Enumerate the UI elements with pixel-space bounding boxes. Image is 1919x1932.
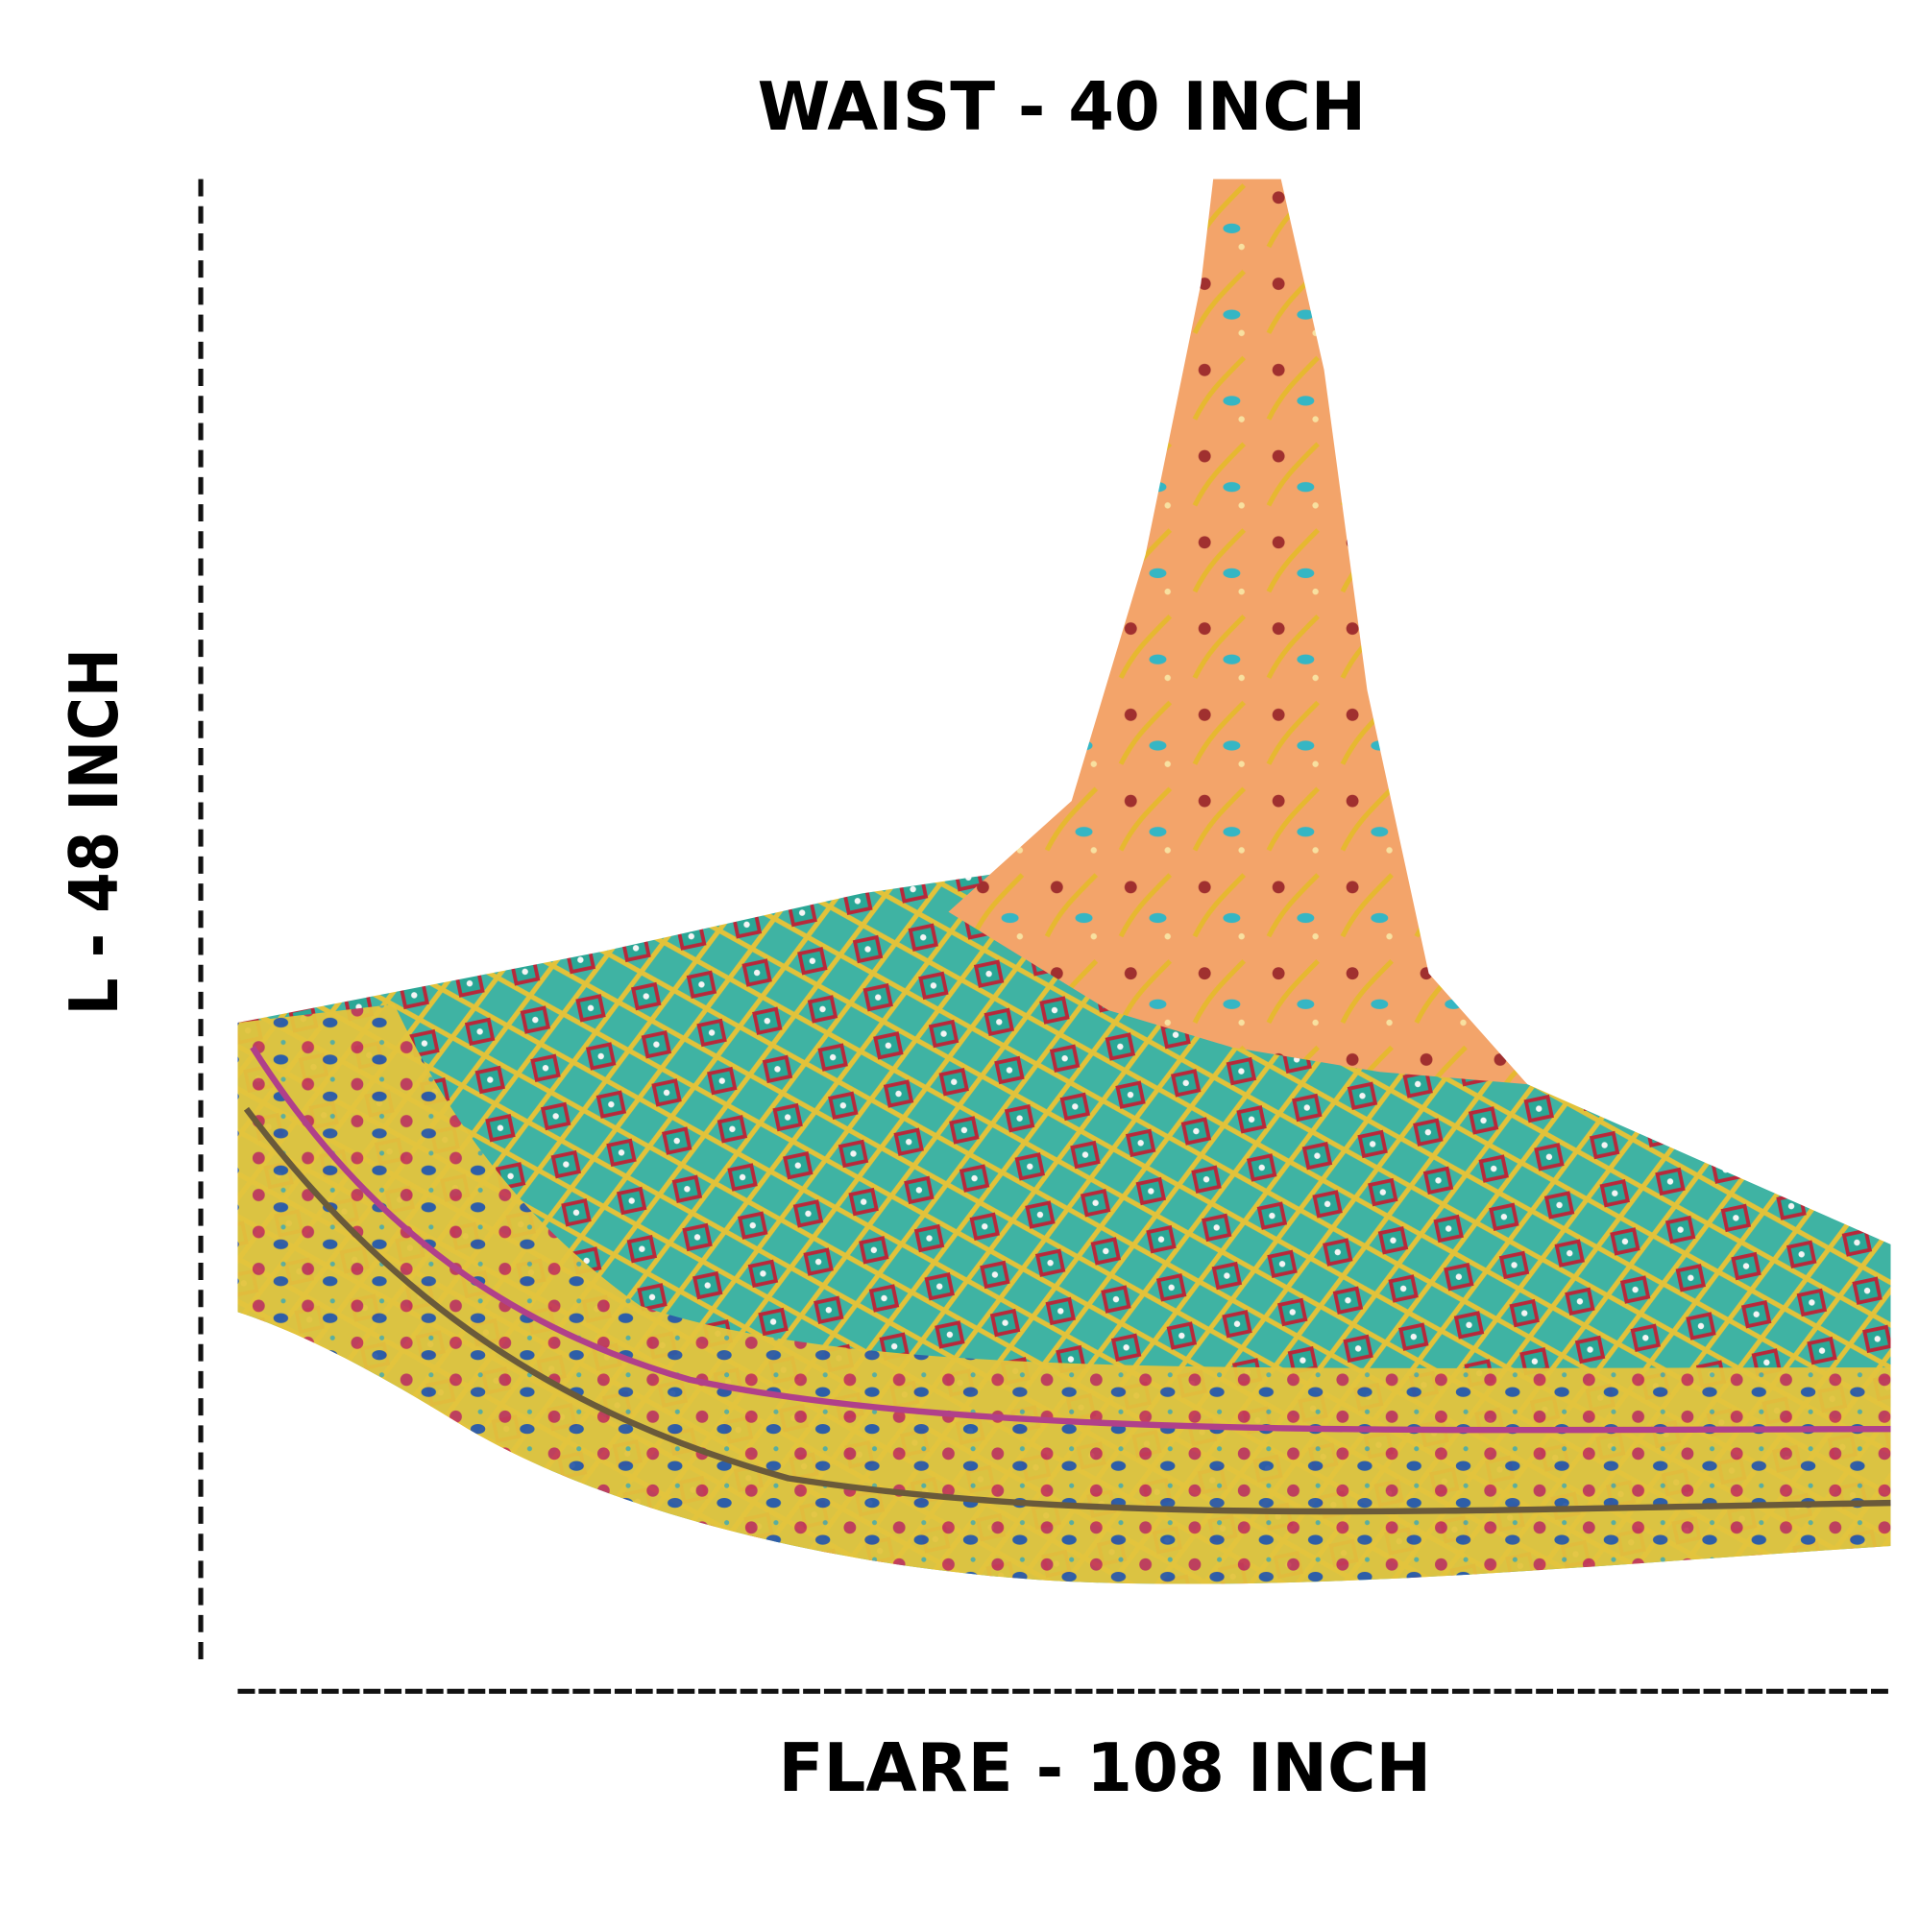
flare-label: FLARE - 108 INCH: [778, 1730, 1431, 1807]
skirt-trim: [243, 1106, 1891, 1515]
skirt-trim: [250, 1045, 1891, 1434]
waist-pleat: [948, 179, 1528, 1085]
skirt-border: [237, 1003, 1891, 1584]
length-label: L - 48 INCH: [57, 648, 134, 1015]
waist-label: WAIST - 40 INCH: [758, 69, 1367, 146]
